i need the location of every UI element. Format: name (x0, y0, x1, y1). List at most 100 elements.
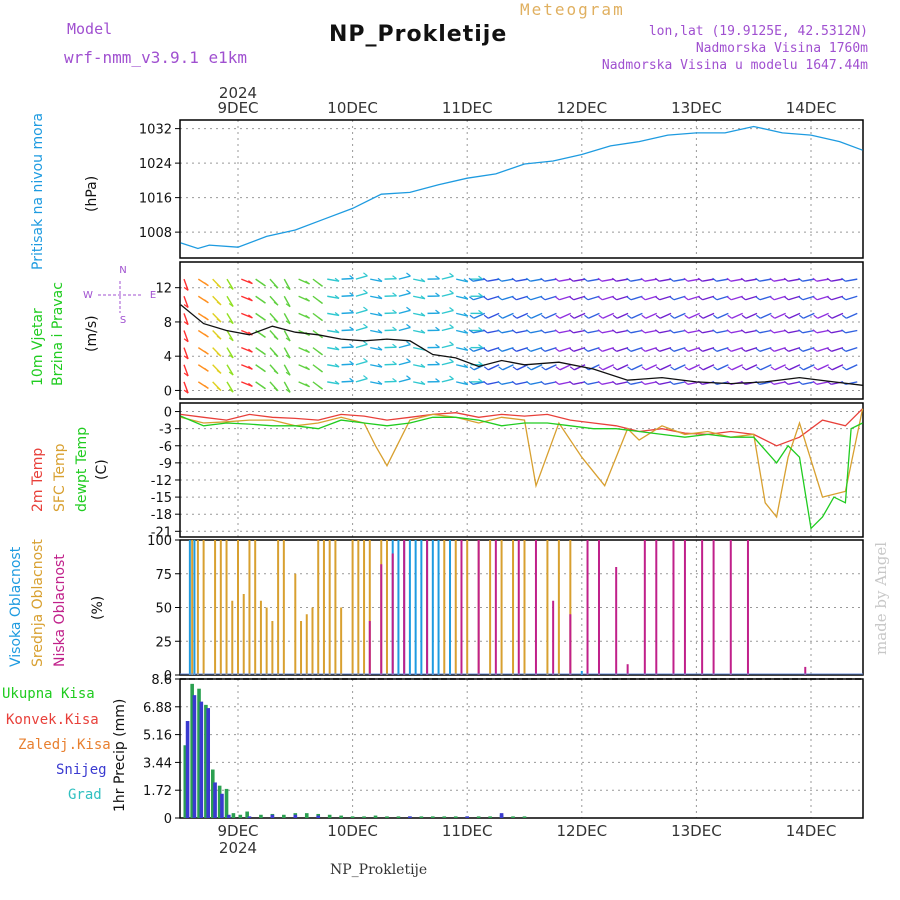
wind-barb-flag (228, 371, 234, 376)
wind-barb-flag (827, 366, 833, 371)
wind-barb (601, 329, 614, 334)
y-tick-label: -21 (151, 525, 172, 540)
wind-barb-flag (216, 318, 222, 323)
wind-barb (616, 278, 629, 282)
wind-barb-flag (683, 329, 689, 334)
wind-barb (587, 381, 600, 386)
y-tick-label: 25 (155, 635, 172, 650)
wind-barb (831, 329, 844, 334)
wind-barb-flag (273, 370, 279, 375)
wind-barb-flag (698, 296, 703, 301)
wind-barb-flag (261, 333, 266, 338)
wind-barb-flag (583, 277, 588, 282)
total-precip-bar (522, 816, 527, 818)
wind-barb-flag (468, 277, 474, 282)
wind-barb (573, 346, 586, 352)
wind-barb (398, 275, 411, 280)
wind-barb-flag (349, 377, 354, 382)
wind-barb-flag (334, 277, 340, 282)
compass-s-label: S (120, 315, 126, 326)
wind-barb-flag (741, 366, 747, 371)
wind-barb (616, 346, 629, 352)
wind-barb-flag (261, 299, 266, 304)
wind-barb (845, 346, 858, 352)
wind-barb-flag (248, 348, 253, 353)
wind-barb-flag (841, 347, 847, 352)
wind-barb (183, 296, 189, 308)
wind-barb-flag (285, 320, 291, 325)
wind-barb (802, 346, 815, 352)
wind-barb (398, 343, 411, 349)
y-tick-label: -15 (151, 491, 172, 506)
wind-barb-flag (248, 365, 253, 370)
wind-barb (845, 329, 858, 334)
wind-barb-flag (655, 366, 661, 371)
wind-barb (587, 295, 600, 301)
wind-barb-flag (684, 366, 690, 371)
wind-barb-flag (740, 329, 746, 334)
wind-barb-flag (204, 333, 209, 338)
wind-barb-flag (641, 366, 647, 371)
wind-barb-flag (783, 329, 789, 334)
wind-barb-flag (554, 329, 560, 334)
wind-barb (644, 381, 657, 386)
y-tick-label: 3.44 (143, 756, 172, 771)
wind-barb-flag (204, 350, 209, 355)
wind-barb-flag (377, 363, 383, 368)
model-name: wrf-nmm_v3.9.1 e1km (64, 48, 248, 67)
wind-barb-flag (392, 326, 397, 331)
wind-barb-flag (783, 380, 789, 385)
wind-barb-flag (741, 347, 746, 352)
wind-barb (630, 329, 643, 334)
total-precip-bar (350, 816, 355, 818)
wind-barb (559, 295, 571, 301)
wind-barb (759, 329, 772, 334)
total-precip-bar (210, 769, 215, 818)
x-tick-label-bottom: 11DEC (442, 822, 493, 840)
y-tick-label: -18 (151, 508, 172, 523)
wind-barb (558, 381, 571, 386)
y-tick-label: 0 (164, 384, 172, 399)
wind-barb (515, 278, 528, 282)
wind-barb-flag (469, 314, 475, 319)
wind-barb-flag (497, 277, 503, 282)
wind-barb (673, 295, 686, 301)
total-precip-bar (511, 816, 515, 818)
x-tick-label-top: 14DEC (786, 99, 837, 117)
wind-barb-flag (204, 282, 209, 287)
wind-barb-flag (420, 363, 426, 368)
wind-barb (645, 312, 658, 319)
wind-barb-flag (769, 329, 775, 334)
wind-barb-flag (583, 329, 589, 334)
wind-barb (774, 364, 786, 371)
wind-barb (687, 278, 700, 282)
wind-barb-flag (612, 347, 618, 352)
wind-barb (226, 330, 234, 342)
wind-barb-flag (248, 297, 253, 302)
wind-barb-flag (770, 366, 776, 371)
total-precip-bar (197, 688, 201, 818)
wind-barb-flag (626, 277, 631, 282)
total-precip-bar (339, 815, 343, 818)
wind-barb-flag (305, 314, 310, 319)
wind-barb (501, 381, 514, 386)
wind-barb (530, 295, 543, 301)
wind-barb-flag (273, 318, 279, 323)
wind-barb-flag (469, 366, 475, 371)
wind-barb-flag (784, 314, 790, 319)
wind-barb (327, 364, 340, 368)
wind-barb (501, 278, 514, 282)
meteogram-label: Meteogram (520, 0, 625, 19)
wind-barb (283, 278, 291, 290)
wind-barb (441, 378, 454, 383)
wind-barb-flag (392, 360, 397, 365)
wind-barb-flag (228, 337, 234, 342)
wind-barb-flag (769, 347, 775, 352)
wind-barb-flag (228, 388, 234, 393)
wind-barb (816, 346, 829, 352)
x-tick-label-bottom: 10DEC (327, 822, 378, 840)
wind-barb (370, 278, 383, 283)
total-precip-bar (204, 704, 208, 818)
compass-n-label: N (119, 265, 126, 276)
wind-barb (702, 346, 715, 352)
